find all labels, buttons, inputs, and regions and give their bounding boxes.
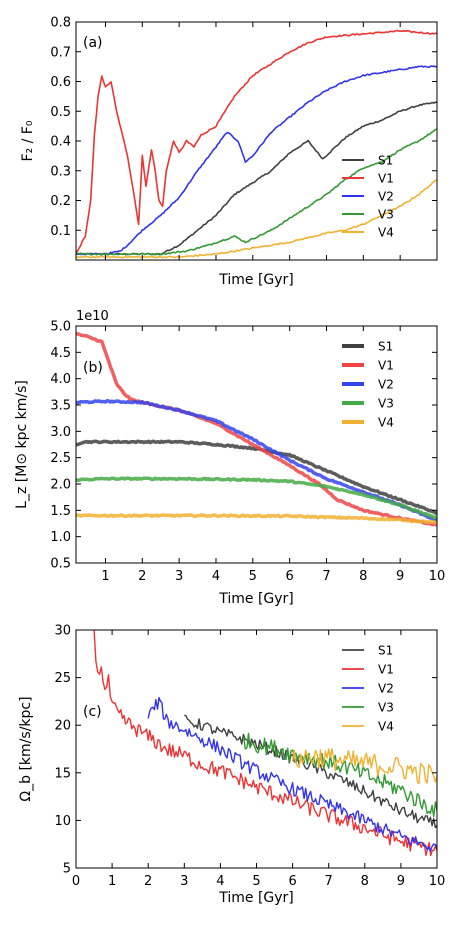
x-tick-label: 8 <box>359 569 367 584</box>
series-line-v3 <box>76 476 437 520</box>
legend-label-v3: V3 <box>378 701 394 715</box>
legend-label-s1: S1 <box>378 154 393 168</box>
series-line-v4 <box>291 748 437 785</box>
x-tick-label: 9 <box>397 874 405 889</box>
y-tick-label: 0.4 <box>50 135 71 150</box>
legend-label-s1: S1 <box>378 340 393 354</box>
y-tick-label: 1.0 <box>50 530 71 545</box>
x-tick-label: 0 <box>72 874 80 889</box>
y-tick-label: 3.5 <box>50 399 71 414</box>
x-tick-label: 7 <box>325 874 333 889</box>
legend-label-v3: V3 <box>378 397 394 411</box>
x-tick-label: 9 <box>396 569 404 584</box>
y-tick-label: 0.7 <box>50 45 71 60</box>
y-tick-label: 3.0 <box>50 425 71 440</box>
y-tick-label: 0.5 <box>50 105 71 120</box>
panel-label: (b) <box>83 360 103 376</box>
legend-label-v1: V1 <box>378 663 394 677</box>
plot-frame <box>75 325 438 564</box>
x-tick-label: 1 <box>101 569 109 584</box>
series-line-v1 <box>76 29 437 255</box>
x-tick-label: 7 <box>322 569 330 584</box>
series-line-v3 <box>242 732 437 818</box>
x-tick-label: 1 <box>108 874 116 889</box>
panel-label: (c) <box>83 704 102 720</box>
axis-offset-text: 1e10 <box>76 309 109 324</box>
x-tick-label: 3 <box>180 874 188 889</box>
y-tick-label: 20 <box>54 719 71 734</box>
legend-label-v1: V1 <box>378 359 394 373</box>
legend-label-v4: V4 <box>378 416 394 430</box>
x-tick-label: 10 <box>429 569 446 584</box>
x-axis-label: Time [Gyr] <box>218 272 294 288</box>
y-tick-label: 0.2 <box>50 194 71 209</box>
y-tick-label: 5 <box>63 862 71 877</box>
x-axis-label: Time [Gyr] <box>218 890 294 906</box>
series-lines <box>76 29 437 259</box>
panel-a: 0.1 0.2 0.3 0.4 0.5 0.6 0.7 0.8 Time [Gyr] F₂ / F… <box>20 16 438 288</box>
x-tick-label: 6 <box>288 874 296 889</box>
x-tick-label: 5 <box>252 874 260 889</box>
legend-label-v2: V2 <box>378 682 394 696</box>
series-line-v3 <box>76 128 437 256</box>
series-lines <box>76 331 437 527</box>
series-line-v2 <box>76 65 437 256</box>
legend-label-v4: V4 <box>378 226 394 240</box>
x-tick-label: 6 <box>286 569 294 584</box>
series-line-s1 <box>76 439 437 515</box>
series-line-v1 <box>93 630 437 857</box>
y-tick-label: 2.5 <box>50 451 71 466</box>
legend-label-s1: S1 <box>378 644 393 658</box>
x-tick-label: 4 <box>212 569 220 584</box>
y-tick-label: 0.8 <box>50 16 71 31</box>
y-tick-label: 30 <box>54 624 71 639</box>
series-line-v4 <box>76 513 437 525</box>
series-line-v2 <box>76 398 437 523</box>
x-tick-label: 4 <box>216 874 224 889</box>
panel-b: 0.5 1.0 1.5 2.0 2.5 3.0 3.5 4.0 4.5 5.0 1 2 3 4 5 6 7 8 9 1… <box>14 309 445 607</box>
y-tick-label: 5.0 <box>50 320 71 335</box>
x-tick-label: 8 <box>361 874 369 889</box>
y-tick-label: 0.1 <box>50 224 71 239</box>
x-tick-label: 2 <box>138 569 146 584</box>
legend-label-v1: V1 <box>378 172 394 186</box>
y-tick-label: 25 <box>54 671 71 686</box>
plot-frame <box>75 21 438 261</box>
x-tick-label: 10 <box>429 874 446 889</box>
series-line-v4 <box>76 179 437 259</box>
y-tick-label: 1.5 <box>50 504 71 519</box>
y-tick-label: 0.5 <box>50 557 71 572</box>
y-tick-label: 4.0 <box>50 372 71 387</box>
y-tick-label: 0.3 <box>50 164 71 179</box>
y-axis-label: F₂ / F₀ <box>20 120 36 161</box>
x-tick-label: 3 <box>175 569 183 584</box>
legend: S1 V1 V2 V3 V4 <box>342 154 394 240</box>
panel-label: (a) <box>83 35 103 51</box>
series-lines <box>93 630 437 857</box>
legend: S1 V1 V2 V3 V4 <box>342 644 394 734</box>
x-axis-label: Time [Gyr] <box>218 591 294 607</box>
y-tick-label: 15 <box>54 766 71 781</box>
series-line-v2 <box>147 696 437 852</box>
y-tick-label: 4.5 <box>50 346 71 361</box>
x-tick-label: 5 <box>249 569 257 584</box>
x-tick-label: 2 <box>144 874 152 889</box>
legend-label-v2: V2 <box>378 378 394 392</box>
y-tick-label: 0.6 <box>50 75 71 90</box>
y-axis-label: L_z [M⊙ kpc km/s] <box>14 380 30 509</box>
y-tick-label: 10 <box>54 814 71 829</box>
y-tick-label: 2.0 <box>50 478 71 493</box>
panel-c: 5 10 15 20 25 30 0 1 2 3 4 5 6 7 8 9 10 Time [Gyr] Ω_b [km… <box>18 624 445 907</box>
legend-label-v4: V4 <box>378 720 394 734</box>
legend-label-v2: V2 <box>378 190 394 204</box>
legend-label-v3: V3 <box>378 208 394 222</box>
legend: S1 V1 V2 V3 V4 <box>342 340 394 430</box>
y-axis-label: Ω_b [km/s/kpc] <box>18 696 34 801</box>
